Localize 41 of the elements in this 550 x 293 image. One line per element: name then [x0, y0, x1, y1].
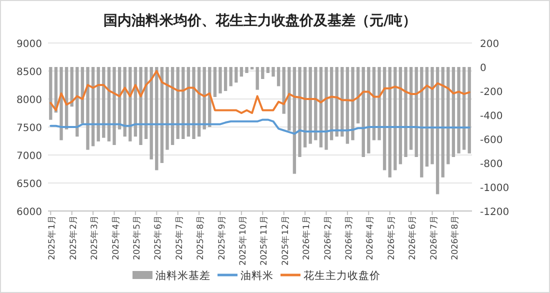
x-tick-label: 2026年7月 [428, 215, 440, 260]
x-tick-label: 2026年5月 [386, 215, 397, 260]
x-tick-label: 2026年1月 [301, 215, 312, 260]
y-tick-label: 9000 [16, 39, 42, 50]
x-tick-label: 2025年6月 [152, 215, 164, 260]
x-tick-label: 2025年9月 [216, 215, 228, 260]
x-tick-label: 2025年11月 [258, 215, 270, 266]
y-tick-label: 7000 [16, 151, 42, 162]
y-tick-label: 6000 [16, 207, 42, 218]
x-tick-label: 2025年8月 [195, 215, 206, 260]
x-tick-label: 2025年2月 [68, 215, 79, 260]
legend-label: 油料米基差 [156, 269, 210, 282]
x-tick-label: 2025年7月 [174, 215, 185, 260]
x-tick-label: 2025年5月 [131, 215, 142, 260]
y2-tick-label: -200 [480, 87, 503, 98]
x-tick-label: 2026年3月 [343, 215, 354, 260]
x-tick-label: 2025年10月 [237, 215, 248, 266]
y2-tick-label: -800 [480, 159, 503, 170]
x-tick-label: 2025年12月 [280, 215, 291, 266]
x-tick-label: 2026年8月 [449, 215, 460, 260]
x-tick-label: 2025年1月 [46, 215, 58, 260]
y2-tick-label: -1200 [480, 207, 510, 218]
x-tick-label: 2025年3月 [89, 215, 100, 260]
y2-tick-label: -600 [480, 135, 503, 146]
x-tick-label: 2026年6月 [407, 215, 418, 260]
y2-tick-label: 200 [480, 39, 500, 50]
y-tick-label: 6500 [16, 179, 42, 190]
y-tick-label: 8000 [16, 95, 42, 106]
y2-tick-label: 0 [480, 63, 486, 74]
y2-tick-label: -1000 [480, 183, 510, 194]
y2-tick-label: -400 [480, 111, 503, 122]
y-tick-label: 8500 [16, 67, 42, 78]
legend-label: 花生主力收盘价 [304, 269, 380, 282]
line-series [50, 70, 470, 114]
x-tick-label: 2026年4月 [364, 215, 376, 260]
legend-label: 油料米 [240, 269, 274, 282]
y-tick-label: 7500 [16, 123, 42, 134]
chart-title: 国内油料米均价、花生主力收盘价及基差（元/吨） [103, 12, 417, 29]
x-tick-label: 2026年2月 [322, 215, 334, 260]
line-series [50, 118, 470, 135]
x-tick-label: 2025年4月 [110, 215, 122, 260]
